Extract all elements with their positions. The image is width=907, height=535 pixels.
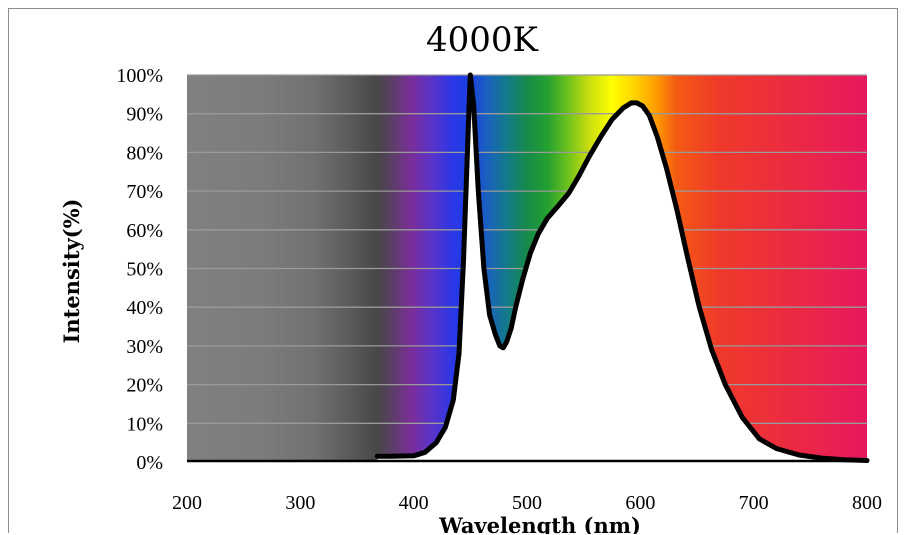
x-axis-label: Wavelength (nm) [438, 513, 641, 534]
x-tick-label: 800 [852, 492, 882, 514]
y-tick-label: 0% [136, 452, 163, 474]
y-tick-label: 90% [126, 104, 163, 126]
x-tick-label: 700 [739, 492, 769, 514]
spectrum-chart: 0% 10% 20% 30% 40% 50% 60% 70% 80% 90% 100% 200 300… [59, 20, 882, 534]
y-tick-label: 10% [126, 413, 163, 435]
x-tick-labels: 200 300 400 500 600 700 800 [172, 492, 882, 514]
y-tick-labels: 0% 10% 20% 30% 40% 50% 60% 70% 80% 90% 100% [116, 65, 163, 474]
chart-title: 4000K [426, 20, 539, 60]
y-tick-label: 40% [126, 297, 163, 319]
y-tick-label: 100% [116, 65, 163, 87]
x-tick-label: 300 [285, 492, 315, 514]
x-tick-label: 500 [512, 492, 542, 514]
y-tick-label: 50% [126, 259, 163, 281]
chart-frame: 0% 10% 20% 30% 40% 50% 60% 70% 80% 90% 100% 200 300… [8, 8, 898, 534]
y-tick-label: 60% [126, 220, 163, 242]
spectrum-area-fill [377, 75, 867, 462]
y-tick-label: 30% [126, 336, 163, 358]
spectrum-curve [374, 72, 870, 463]
x-tick-label: 400 [399, 492, 429, 514]
x-tick-label: 600 [625, 492, 655, 514]
x-tick-label: 200 [172, 492, 202, 514]
y-axis-label: Intensity(%) [59, 199, 84, 344]
y-tick-label: 80% [126, 142, 163, 164]
y-tick-label: 70% [126, 181, 163, 203]
y-tick-label: 20% [126, 375, 163, 397]
